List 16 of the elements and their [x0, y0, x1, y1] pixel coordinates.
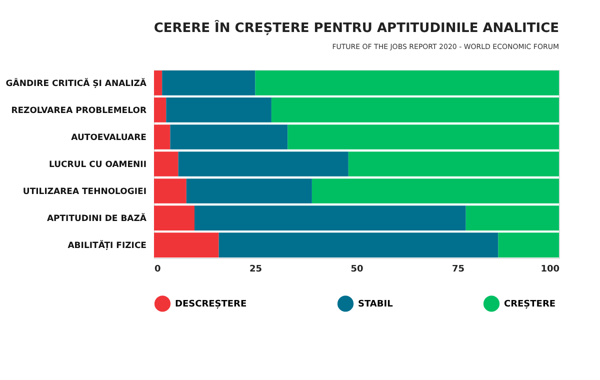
legend-label: CREȘTERE: [504, 300, 556, 310]
x-tick-label: 50: [350, 264, 364, 274]
x-tick-label: 25: [249, 264, 262, 274]
y-tick-label: GÂNDIRE CRITICĂ ȘI ANALIZĂ: [6, 78, 147, 89]
legend-label: DESCREȘTERE: [175, 300, 247, 310]
x-tick-label: 75: [452, 264, 465, 274]
legend-label: STABIL: [358, 300, 394, 310]
y-tick-label: AUTOEVALUARE: [71, 132, 147, 143]
y-tick-label: LUCRUL CU OAMENII: [49, 160, 146, 170]
x-tick-label: 100: [540, 264, 560, 274]
x-tick-label: 0: [154, 264, 161, 274]
chart-title: CERERE ÎN CREȘTERE PENTRU APTITUDINILE ANALITICE: [154, 19, 559, 36]
y-tick-label: APTITUDINI DE BAZĂ: [46, 213, 147, 224]
y-tick-label: ABILITĂȚI FIZICE: [68, 240, 147, 252]
y-tick-label: REZOLVAREA PROBLEMELOR: [11, 106, 147, 116]
y-tick-label: UTILIZAREA TEHNOLOGIEI: [22, 187, 146, 198]
